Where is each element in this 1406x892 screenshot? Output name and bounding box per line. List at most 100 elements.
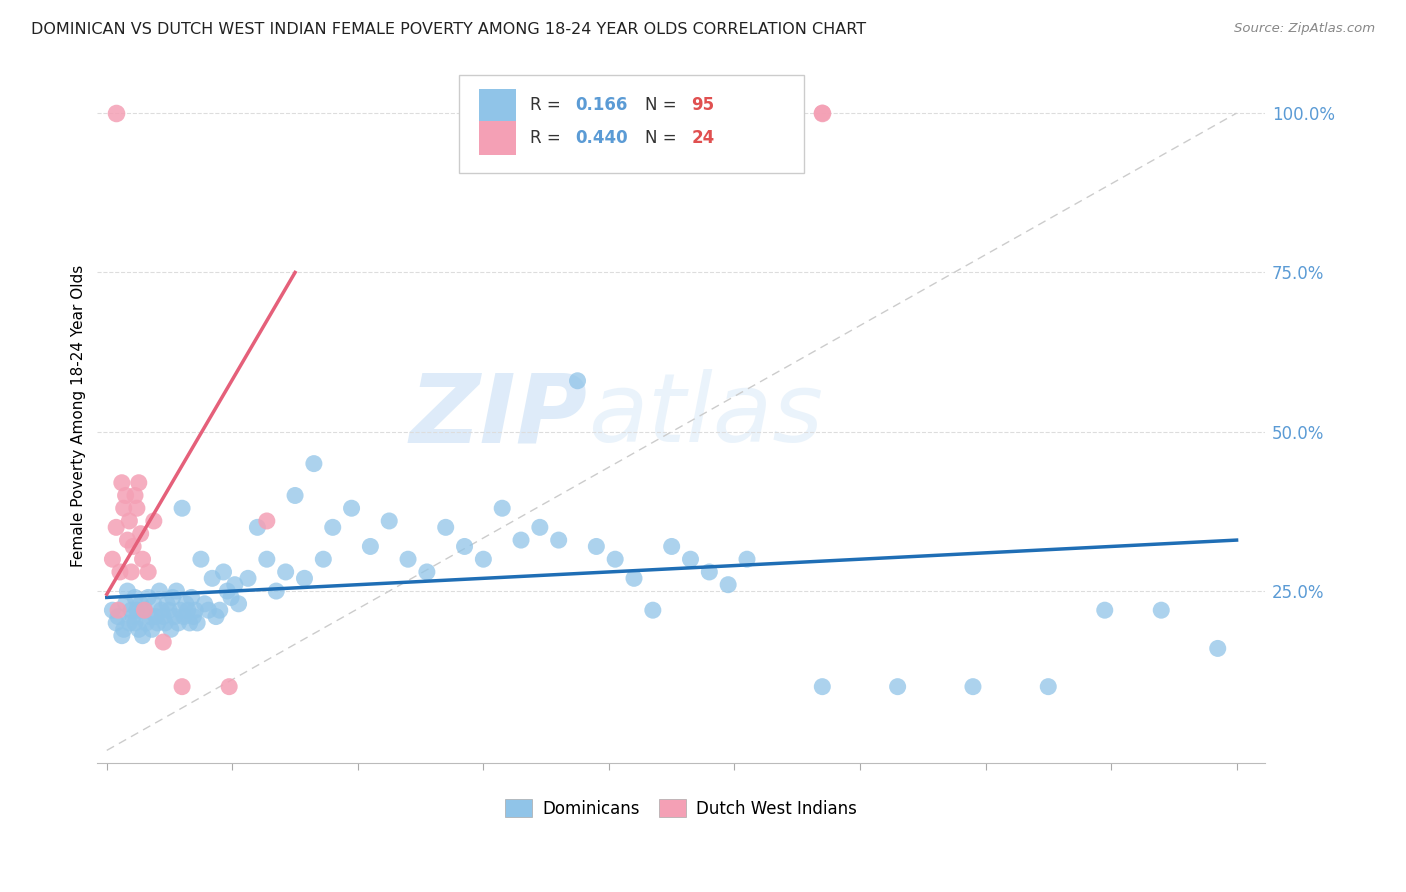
Point (172, 680, 194, 694)
Point (416, 565, 439, 579)
Point (1206, 641, 1229, 656)
Point (173, 609, 195, 624)
Point (312, 552, 335, 566)
Point (148, 584, 170, 599)
Point (699, 565, 721, 579)
Point (228, 597, 250, 611)
Point (120, 565, 142, 579)
Point (453, 540, 475, 554)
Point (167, 615, 190, 630)
Point (177, 603, 200, 617)
Point (141, 622, 163, 636)
Point (129, 526, 152, 541)
Point (146, 615, 169, 630)
Point (378, 514, 401, 528)
Point (284, 488, 307, 502)
Point (218, 680, 240, 694)
Point (547, 533, 569, 547)
Point (180, 591, 202, 605)
Point (105, 106, 128, 120)
Point (157, 603, 180, 617)
Point (219, 591, 242, 605)
Point (567, 374, 589, 388)
Point (112, 622, 135, 636)
Point (510, 533, 533, 547)
Text: Source: ZipAtlas.com: Source: ZipAtlas.com (1234, 22, 1375, 36)
Point (294, 571, 316, 585)
Text: 0.440: 0.440 (575, 129, 627, 147)
Point (190, 552, 212, 566)
Point (125, 603, 148, 617)
Point (124, 591, 146, 605)
Point (142, 514, 165, 528)
Point (136, 565, 159, 579)
Point (117, 584, 139, 599)
Point (208, 603, 231, 617)
Point (163, 609, 186, 624)
Point (128, 475, 150, 490)
Point (717, 577, 740, 591)
Point (236, 571, 259, 585)
Text: DOMINICAN VS DUTCH WEST INDIAN FEMALE POVERTY AMONG 18-24 YEAR OLDS CORRELATION : DOMINICAN VS DUTCH WEST INDIAN FEMALE PO… (31, 22, 866, 37)
Point (136, 591, 159, 605)
Point (472, 552, 495, 566)
Legend: Dominicans, Dutch West Indians: Dominicans, Dutch West Indians (499, 793, 863, 824)
Point (156, 597, 179, 611)
Text: 0.166: 0.166 (575, 96, 627, 114)
Point (101, 552, 124, 566)
Text: 95: 95 (692, 96, 714, 114)
Text: R =: R = (530, 129, 567, 147)
Point (605, 552, 627, 566)
FancyBboxPatch shape (479, 121, 516, 154)
Point (359, 540, 381, 554)
Point (111, 475, 134, 490)
Point (256, 514, 278, 528)
Point (107, 603, 129, 617)
Point (184, 603, 207, 617)
Point (172, 501, 194, 516)
Point (118, 615, 141, 630)
Point (224, 577, 246, 591)
Text: N =: N = (645, 129, 682, 147)
Point (131, 552, 153, 566)
Point (135, 615, 157, 630)
Point (186, 615, 208, 630)
Point (491, 501, 513, 516)
Point (811, 106, 834, 120)
Point (131, 629, 153, 643)
Point (212, 565, 235, 579)
Point (661, 540, 683, 554)
Point (322, 520, 344, 534)
Point (150, 603, 173, 617)
Point (1150, 603, 1173, 617)
Point (246, 520, 269, 534)
Point (124, 488, 146, 502)
Point (274, 565, 297, 579)
Point (205, 609, 228, 624)
Point (125, 501, 148, 516)
Point (107, 609, 129, 624)
Point (623, 571, 645, 585)
Text: R =: R = (530, 96, 567, 114)
Point (886, 680, 908, 694)
Text: atlas: atlas (588, 369, 823, 462)
Point (165, 584, 187, 599)
Point (120, 603, 142, 617)
Point (152, 609, 174, 624)
Point (179, 615, 201, 630)
Point (114, 597, 136, 611)
Point (162, 591, 184, 605)
Point (105, 520, 128, 534)
Point (122, 540, 145, 554)
Point (114, 488, 136, 502)
Point (194, 597, 217, 611)
Point (256, 552, 278, 566)
Point (101, 603, 124, 617)
Point (139, 609, 162, 624)
Point (129, 597, 152, 611)
Point (529, 520, 551, 534)
Point (159, 622, 181, 636)
Point (735, 552, 758, 566)
Text: N =: N = (645, 96, 682, 114)
Point (217, 584, 239, 599)
